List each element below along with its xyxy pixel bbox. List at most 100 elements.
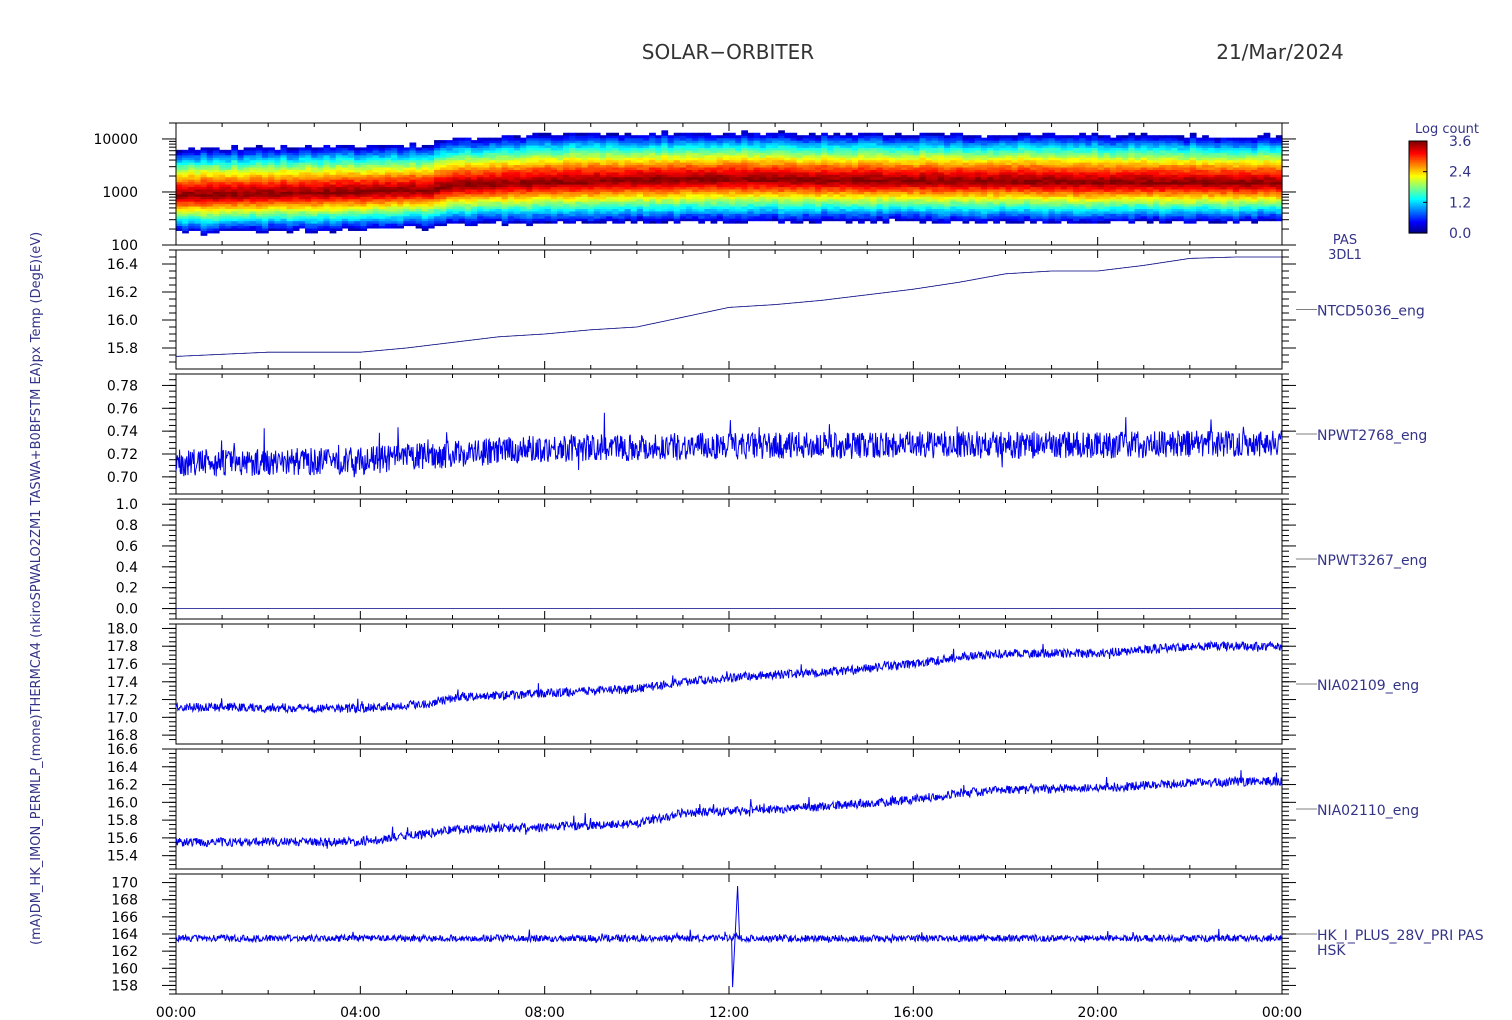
- spectrogram-cell: [796, 208, 804, 212]
- spectrogram-cell: [298, 166, 306, 170]
- spectrogram-cell: [692, 181, 699, 185]
- spectrogram-cell: [827, 142, 835, 146]
- spectrogram-cell: [710, 218, 718, 222]
- spectrogram-cell: [470, 208, 478, 212]
- spectrogram-cell: [194, 157, 202, 161]
- spectrogram-cell: [808, 159, 816, 163]
- spectrogram-cell: [624, 147, 632, 151]
- spectrogram-cell: [440, 210, 447, 214]
- spectrogram-cell: [642, 188, 650, 192]
- spectrogram-cell: [520, 171, 527, 175]
- spectrogram-cell: [298, 196, 306, 200]
- spectrogram-cell: [427, 218, 435, 222]
- spectrogram-cell: [882, 208, 890, 212]
- spectrogram-cell: [360, 157, 368, 161]
- spectrogram-cell: [384, 198, 392, 202]
- spectrogram-cell: [655, 213, 663, 217]
- spectrogram-cell: [839, 191, 847, 195]
- spectrogram-cell: [188, 188, 196, 192]
- spectrogram-cell: [452, 205, 460, 209]
- spectrogram-cell: [851, 169, 859, 173]
- spectrogram-cell: [870, 184, 878, 188]
- spectrogram-cell: [317, 191, 325, 195]
- spectrogram-cell: [999, 210, 1007, 214]
- spectrogram-cell: [483, 157, 490, 161]
- spectrogram-cell: [833, 176, 841, 180]
- spectrogram-cell: [944, 166, 951, 170]
- spectrogram-cell: [440, 174, 447, 178]
- spectrogram-cell: [280, 159, 288, 163]
- spectrogram-cell: [593, 218, 601, 222]
- spectrogram-cell: [575, 140, 583, 144]
- spectrogram-cell: [772, 132, 779, 136]
- spectrogram-cell: [317, 174, 325, 178]
- spectrogram-cell: [372, 186, 380, 190]
- spectrogram-cell: [772, 164, 779, 168]
- spectrogram-cell: [421, 162, 429, 166]
- spectrogram-cell: [384, 169, 392, 173]
- spectrogram-cell: [993, 149, 1000, 153]
- spectrogram-cell: [759, 142, 767, 146]
- spectrogram-cell: [1030, 220, 1037, 224]
- spectrogram-cell: [618, 181, 626, 185]
- spectrogram-cell: [372, 196, 380, 200]
- spectrogram-cell: [698, 137, 706, 141]
- spectrogram-cell: [876, 188, 884, 192]
- spectrogram-cell: [587, 218, 595, 222]
- spectrogram-cell: [532, 213, 540, 217]
- spectrogram-cell: [513, 205, 521, 209]
- spectrogram-cell: [513, 137, 521, 141]
- spectrogram-cell: [366, 193, 374, 197]
- spectrogram-cell: [384, 149, 392, 153]
- spectrogram-cell: [765, 154, 773, 158]
- spectrogram-cell: [243, 188, 251, 192]
- spectrogram-cell: [974, 201, 982, 205]
- spectrogram-cell: [796, 144, 804, 148]
- spectrogram-cell: [581, 210, 589, 214]
- spectrogram-cell: [772, 186, 779, 190]
- spectrogram-cell: [692, 162, 699, 166]
- spectrogram-cell: [710, 157, 718, 161]
- spectrogram-cell: [575, 215, 583, 219]
- spectrogram-cell: [802, 162, 810, 166]
- spectrogram-cell: [907, 179, 914, 183]
- spectrogram-cell: [907, 188, 914, 192]
- spectrogram-cell: [790, 176, 798, 180]
- spectrogram-cell: [649, 152, 656, 156]
- spectrogram-cell: [188, 198, 196, 202]
- spectrogram-cell: [219, 186, 226, 190]
- spectrogram-cell: [360, 186, 368, 190]
- spectrogram-cell: [778, 210, 785, 214]
- spectrogram-cell: [802, 157, 810, 161]
- spectrogram-cell: [735, 142, 742, 146]
- spectrogram-cell: [563, 188, 570, 192]
- spectrogram-cell: [729, 210, 736, 214]
- spectrogram-cell: [366, 225, 374, 229]
- spectrogram-cell: [231, 198, 239, 202]
- spectrogram-cell: [569, 220, 576, 224]
- spectrogram-cell: [348, 164, 355, 168]
- spectrogram-cell: [993, 144, 1000, 148]
- spectrogram-cell: [950, 157, 957, 161]
- spectrogram-cell: [642, 144, 650, 148]
- spectrogram-cell: [649, 147, 656, 151]
- spectrogram-cell: [274, 149, 282, 153]
- spectrogram-cell: [636, 188, 644, 192]
- spectrogram-cell: [876, 169, 884, 173]
- spectrogram-cell: [864, 198, 871, 202]
- spectrogram-cell: [526, 208, 533, 212]
- spectrogram-cell: [317, 171, 325, 175]
- spectrogram-cell: [268, 171, 275, 175]
- spectrogram-cell: [255, 162, 263, 166]
- spectrogram-cell: [569, 186, 576, 190]
- spectrogram-cell: [219, 196, 226, 200]
- spectrogram-cell: [722, 218, 730, 222]
- spectrogram-cell: [784, 181, 792, 185]
- spectrogram-cell: [526, 144, 533, 148]
- spectrogram-cell: [833, 147, 841, 151]
- spectrogram-cell: [956, 210, 964, 214]
- spectrogram-cell: [1017, 162, 1025, 166]
- spectrogram-cell: [778, 174, 785, 178]
- spectrogram-cell: [194, 223, 202, 227]
- spectrogram-cell: [409, 149, 417, 153]
